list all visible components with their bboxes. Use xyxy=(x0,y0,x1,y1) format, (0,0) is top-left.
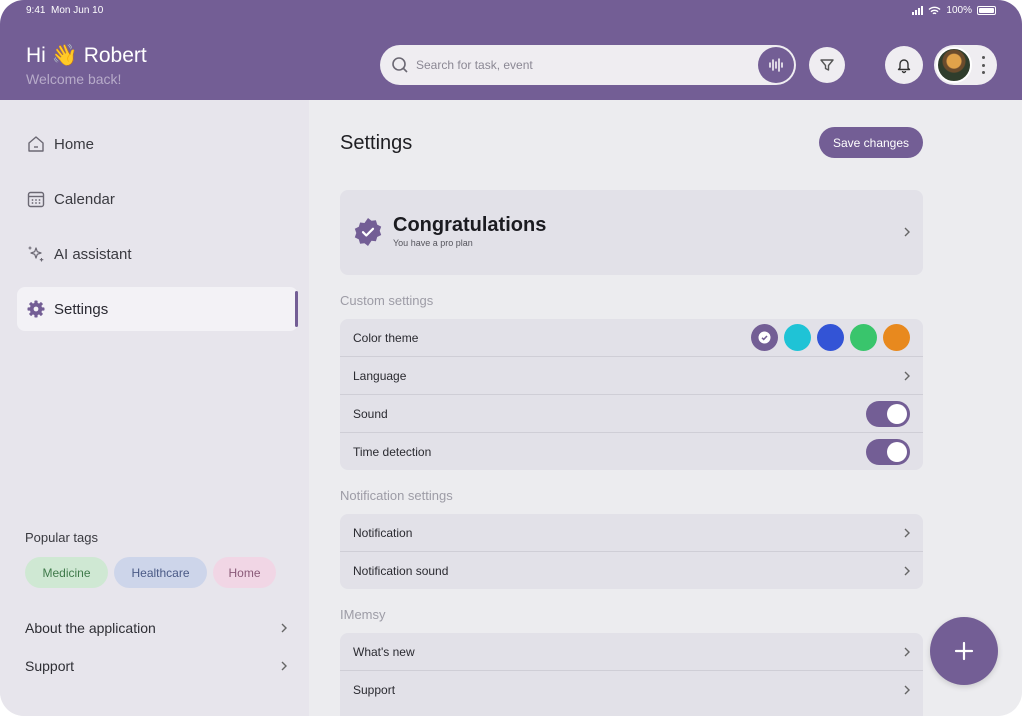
sidebar-item-label: Calendar xyxy=(54,190,115,208)
tag-healthcare[interactable]: Healthcare xyxy=(114,557,207,588)
popular-tags-title: Popular tags xyxy=(25,530,98,545)
whats-new-row[interactable]: What's new xyxy=(340,633,923,671)
app-support-row[interactable]: Support xyxy=(340,670,923,708)
color-swatch-blue[interactable] xyxy=(817,324,844,351)
sidebar-item-ai-assistant[interactable]: AI assistant xyxy=(17,232,298,276)
bell-icon xyxy=(897,59,911,74)
whats-new-label: What's new xyxy=(353,645,415,659)
gear-icon xyxy=(27,300,45,318)
color-swatch-orange[interactable] xyxy=(883,324,910,351)
app-settings-card: What's new Support xyxy=(340,633,923,716)
sound-row: Sound xyxy=(340,394,923,432)
waveform-icon xyxy=(769,58,783,72)
pro-plan-title: Congratulations xyxy=(393,214,547,236)
verified-badge-icon xyxy=(354,218,382,246)
color-swatch-purple[interactable] xyxy=(751,324,778,351)
time-detection-row: Time detection xyxy=(340,432,923,470)
time-detection-label: Time detection xyxy=(353,444,432,459)
language-label: Language xyxy=(353,368,407,383)
time-detection-toggle[interactable] xyxy=(866,439,910,465)
notification-row[interactable]: Notification xyxy=(340,514,923,552)
notification-sound-label: Notification sound xyxy=(353,563,449,578)
language-row[interactable]: Language xyxy=(340,356,923,394)
pro-plan-subtitle: You have a pro plan xyxy=(393,238,473,248)
main-content: Settings Save changes Congratulations Yo… xyxy=(309,100,1022,716)
greeting: Hi 👋 Robert xyxy=(26,44,147,67)
save-changes-button[interactable]: Save changes xyxy=(819,127,923,158)
app-section-title: IMemsy xyxy=(340,607,386,622)
battery-icon xyxy=(977,6,996,15)
about-application-label: About the application xyxy=(25,620,156,636)
custom-settings-card: Color theme Language Sound xyxy=(340,319,923,470)
custom-settings-title: Custom settings xyxy=(340,293,434,308)
notification-settings-title: Notification settings xyxy=(340,488,453,503)
header: 9:41 Mon Jun 10 100% Hi 👋 Robert Welcome… xyxy=(0,0,1022,100)
search-input[interactable] xyxy=(416,58,746,72)
welcome-text: Welcome back! xyxy=(26,71,122,87)
chevron-right-icon xyxy=(904,227,910,237)
sound-toggle[interactable] xyxy=(866,401,910,427)
voice-search-button[interactable] xyxy=(758,47,794,83)
color-theme-label: Color theme xyxy=(353,331,419,345)
notifications-button[interactable] xyxy=(885,46,923,84)
sidebar-item-settings[interactable]: Settings xyxy=(17,287,298,331)
sidebar-item-label: Home xyxy=(54,135,95,153)
chevron-right-icon xyxy=(281,623,287,633)
color-theme-swatches xyxy=(751,324,910,351)
notification-sound-row[interactable]: Notification sound xyxy=(340,551,923,589)
home-icon xyxy=(28,136,44,152)
chevron-right-icon xyxy=(904,528,910,538)
signal-icon xyxy=(912,5,924,15)
more-icon[interactable] xyxy=(982,56,986,74)
battery-percent: 100% xyxy=(946,5,972,16)
sidebar-item-label: Settings xyxy=(54,300,109,318)
chevron-right-icon xyxy=(904,647,910,657)
notification-label: Notification xyxy=(353,526,413,540)
color-swatch-cyan[interactable] xyxy=(784,324,811,351)
color-swatch-green[interactable] xyxy=(850,324,877,351)
about-application-link[interactable]: About the application xyxy=(25,620,290,636)
calendar-icon xyxy=(27,191,45,208)
notification-settings-card: Notification Notification sound xyxy=(340,514,923,589)
chevron-right-icon xyxy=(281,661,287,671)
app-support-label: Support xyxy=(353,682,396,697)
search-icon xyxy=(392,57,408,73)
add-button[interactable] xyxy=(930,617,998,685)
filter-button[interactable] xyxy=(809,47,845,83)
avatar[interactable] xyxy=(936,47,972,83)
sidebar-item-label: AI assistant xyxy=(54,245,132,263)
status-time: 9:41 Mon Jun 10 xyxy=(26,5,104,16)
sparkle-icon xyxy=(28,246,44,262)
chevron-right-icon xyxy=(904,371,910,381)
check-circle-icon xyxy=(758,331,771,344)
filter-icon xyxy=(820,59,834,71)
profile-menu[interactable] xyxy=(934,45,997,85)
sidebar-item-home[interactable]: Home xyxy=(17,122,298,166)
page-title: Settings xyxy=(340,132,413,154)
sidebar: Home Calendar AI assistant Settings Popu… xyxy=(0,100,309,716)
tag-home[interactable]: Home xyxy=(213,557,276,588)
status-indicators: 100% xyxy=(912,5,996,16)
support-label: Support xyxy=(25,658,75,674)
chevron-right-icon xyxy=(904,685,910,695)
pro-plan-card[interactable]: Congratulations You have a pro plan xyxy=(340,190,923,275)
plus-icon xyxy=(954,641,974,661)
sound-label: Sound xyxy=(353,406,388,421)
wifi-icon xyxy=(928,6,941,14)
sidebar-item-calendar[interactable]: Calendar xyxy=(17,177,298,221)
chevron-right-icon xyxy=(904,566,910,576)
color-theme-row: Color theme xyxy=(340,319,923,357)
support-link[interactable]: Support xyxy=(25,658,290,674)
tag-medicine[interactable]: Medicine xyxy=(25,557,108,588)
search-bar xyxy=(380,45,796,85)
